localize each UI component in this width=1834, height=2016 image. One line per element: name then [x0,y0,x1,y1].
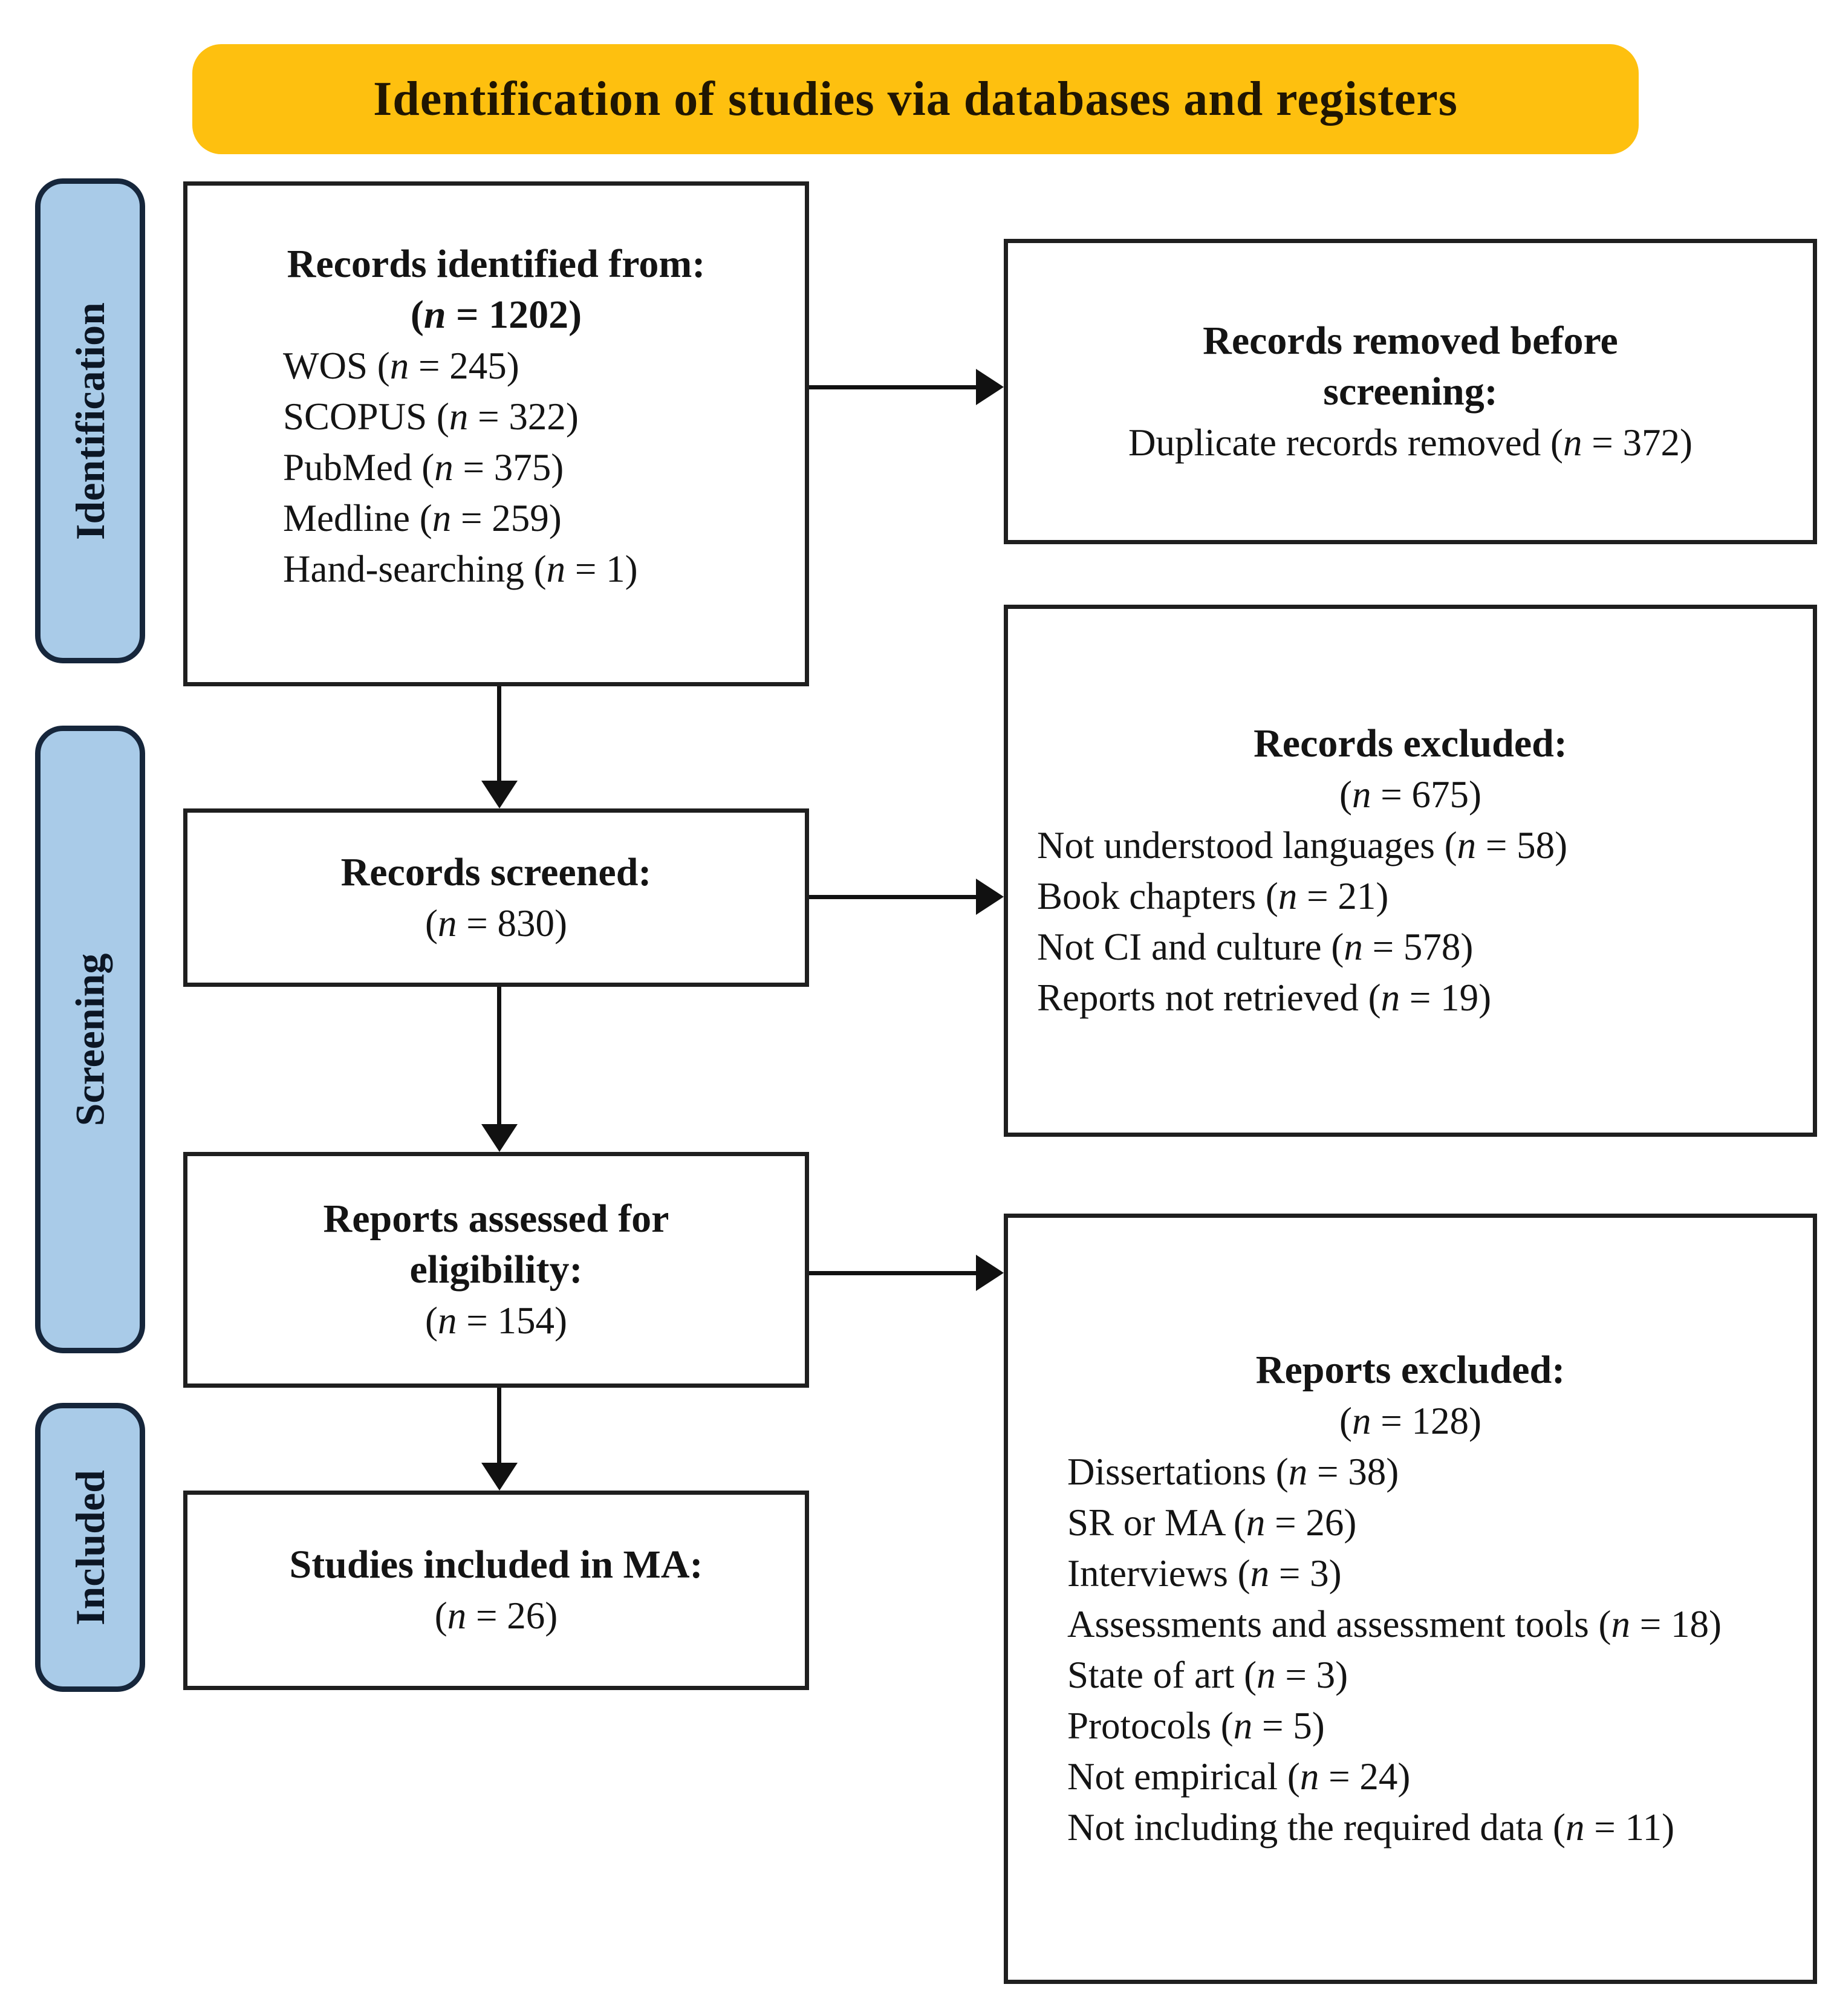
arrow-identified-to-removed-head [976,369,1004,405]
reports-assessed-box: Reports assessed for eligibility: (n = 1… [183,1152,809,1388]
records-identified-box: Records identified from: (n = 1202) WOS … [183,181,809,686]
arrow-screened-to-excluded-line [809,895,976,899]
arrow-identified-to-screened-line [497,686,501,781]
stage-label-screening: Screening [35,726,145,1353]
box-items: WOS (n = 245) SCOPUS (n = 322) PubMed (n =… [212,340,781,594]
box-items: Dissertations (n = 38) SR or MA (n = 26) I… [1026,1446,1795,1853]
box-title: Records removed before screening: [1203,318,1618,414]
box-count: (n = 830) [425,902,567,945]
box-title: Reports excluded: [1255,1348,1566,1392]
list-item: Protocols (n = 5) [1067,1705,1325,1747]
list-item: SR or MA (n = 26) [1067,1501,1357,1544]
box-items: Not understood languages (n = 58) Book ch… [1026,820,1795,1023]
arrow-identified-to-screened-head [481,781,518,808]
list-item: Hand-searching (n = 1) [283,548,638,590]
list-item: Reports not retrieved (n = 19) [1037,977,1492,1019]
list-item: SCOPUS (n = 322) [283,395,579,438]
arrow-screened-to-excluded-head [976,879,1004,915]
list-item: WOS (n = 245) [283,345,519,387]
list-item: State of art (n = 3) [1067,1654,1348,1696]
box-title: Records identified from: [287,242,706,286]
box-title: Studies included in MA: [289,1543,703,1587]
box-items: Duplicate records removed (n = 372) [1026,417,1795,468]
stage-label-identification: Identification [35,178,145,663]
records-excluded-box: Records excluded: (n = 675) Not understo… [1004,605,1817,1137]
list-item: Assessments and assessment tools (n = 18… [1067,1603,1722,1645]
stage-label-text: Screening [67,953,113,1126]
arrow-screened-to-assessed-line [497,987,501,1124]
stage-label-included: Included [35,1403,145,1692]
records-screened-box: Records screened: (n = 830) [183,808,809,987]
list-item: Not understood languages (n = 58) [1037,824,1568,867]
arrow-screened-to-assessed-head [481,1124,518,1152]
list-item: Not including the required data (n = 11) [1067,1806,1675,1849]
box-title: Records excluded: [1254,721,1567,766]
arrow-assessed-to-included-head [481,1463,518,1491]
box-count: (n = 675) [1339,773,1481,816]
studies-included-box: Studies included in MA: (n = 26) [183,1491,809,1690]
box-count: (n = 154) [425,1299,567,1342]
records-removed-box: Records removed before screening: Duplic… [1004,239,1817,544]
arrow-identified-to-removed-line [809,385,976,389]
banner-title: Identification of studies via databases … [192,44,1639,154]
stage-label-text: Identification [67,302,113,540]
list-item: Not empirical (n = 24) [1067,1755,1411,1798]
list-item: Interviews (n = 3) [1067,1552,1342,1595]
arrow-assessed-to-reports-excluded-line [809,1271,976,1275]
list-item: Duplicate records removed (n = 372) [1128,421,1693,464]
arrow-assessed-to-reports-excluded-head [976,1255,1004,1291]
list-item: Book chapters (n = 21) [1037,875,1389,917]
box-title: Records screened: [340,850,652,894]
box-title: Reports assessed for eligibility: [323,1197,669,1292]
list-item: Medline (n = 259) [283,497,562,539]
box-count: (n = 26) [434,1595,558,1637]
list-item: Dissertations (n = 38) [1067,1451,1399,1493]
list-item: PubMed (n = 375) [283,446,564,489]
box-count: (n = 1202) [410,293,582,337]
stage-label-text: Included [67,1469,113,1625]
arrow-assessed-to-included-line [497,1388,501,1463]
reports-excluded-box: Reports excluded: (n = 128) Dissertation… [1004,1214,1817,1984]
box-count: (n = 128) [1339,1400,1481,1442]
list-item: Not CI and culture (n = 578) [1037,926,1474,968]
